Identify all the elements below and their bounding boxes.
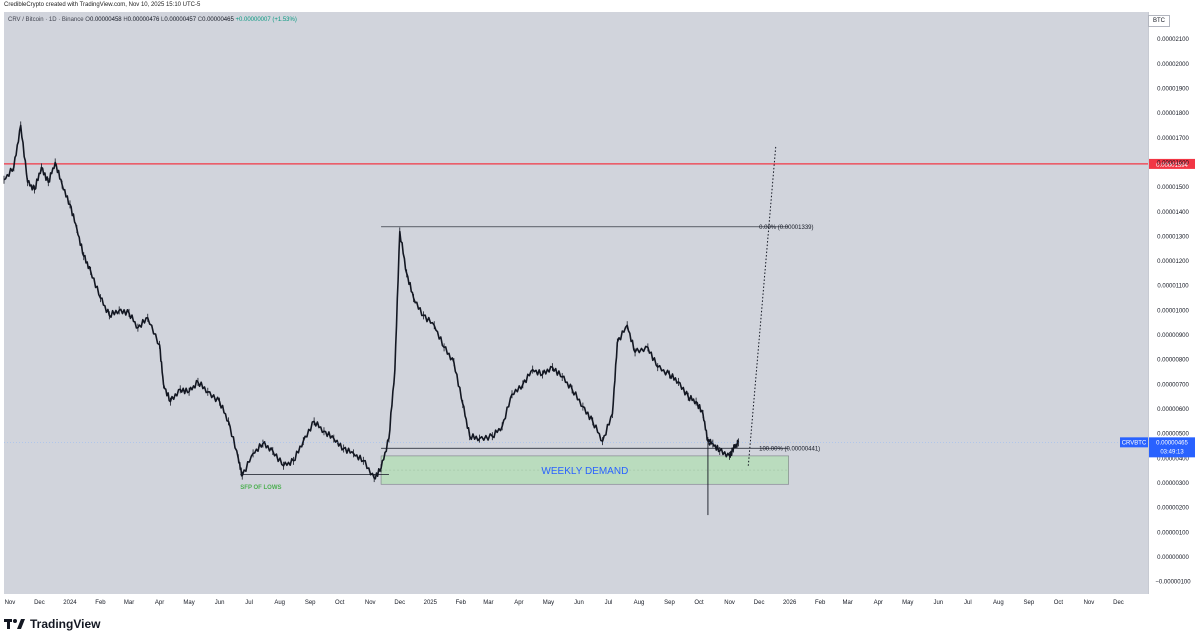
y-tick-label: 0.00001000	[1157, 308, 1189, 314]
x-tick-label: Jul	[605, 600, 613, 606]
time-scale[interactable]	[4, 594, 1148, 612]
tradingview-logo[interactable]: TradingView	[4, 616, 100, 632]
x-tick-label: Feb	[95, 600, 106, 606]
x-tick-label: Aug	[274, 600, 285, 606]
resistance-price-label: 0.00001594	[1156, 163, 1188, 169]
tradingview-logo-icon	[4, 619, 25, 629]
x-tick-label: Jun	[933, 600, 943, 606]
x-tick-label: Sep	[305, 600, 316, 606]
x-tick-label: Jul	[245, 600, 253, 606]
y-tick-label: 0.00001700	[1157, 136, 1189, 142]
x-tick-label: Nov	[5, 600, 16, 606]
x-tick-label: Dec	[754, 600, 765, 606]
y-tick-label: 0.00001300	[1157, 234, 1189, 240]
x-tick-label: Dec	[1113, 600, 1124, 606]
x-tick-label: Feb	[815, 600, 826, 606]
y-tick-label: 0.00001400	[1157, 210, 1189, 216]
x-tick-label: Jun	[574, 600, 584, 606]
y-tick-label: 0.00000900	[1157, 333, 1189, 339]
currency-badge[interactable]: BTC	[1148, 15, 1170, 27]
chart-pane[interactable]	[4, 12, 1148, 594]
legend-high: 0.00000476	[127, 17, 160, 23]
x-tick-label: 2026	[783, 600, 797, 606]
y-tick-label: −0.00000100	[1155, 580, 1191, 586]
y-tick-label: 0.00001200	[1157, 259, 1189, 265]
countdown-label: 03:49:13	[1160, 449, 1184, 455]
x-tick-label: Jun	[215, 600, 225, 606]
y-tick-label: 0.00001100	[1157, 284, 1189, 290]
legend-low: 0.00000457	[164, 17, 197, 23]
legend-symbol[interactable]: CRV / Bitcoin · 1D · Binance	[8, 17, 84, 23]
x-tick-label: Mar	[843, 600, 853, 606]
price-series-line	[3, 124, 740, 480]
x-tick-label: 2025	[424, 600, 438, 606]
author-credit: CredibleCrypto created with TradingView.…	[4, 2, 201, 8]
legend-open: 0.00000458	[89, 17, 122, 23]
y-tick-label: 0.00000800	[1157, 358, 1189, 364]
symbol-tag-label: CRVBTC	[1122, 440, 1147, 446]
x-tick-label: Aug	[993, 600, 1004, 606]
x-tick-label: Apr	[155, 600, 164, 606]
fib-label: 0.00% (0.00001339)	[759, 225, 813, 231]
demand-zone-label: WEEKLY DEMAND	[541, 466, 628, 477]
x-tick-label: Dec	[394, 600, 405, 606]
y-tick-label: 0.00000700	[1157, 382, 1189, 388]
y-tick-label: 0.00000200	[1157, 506, 1189, 512]
x-tick-label: Oct	[335, 600, 345, 606]
legend-open-label: O	[85, 17, 90, 23]
x-tick-label: 2024	[63, 600, 77, 606]
x-tick-label: Nov	[724, 600, 735, 606]
fib-label: 100.00% (0.00000441)	[759, 446, 820, 452]
tradingview-logo-text: TradingView	[30, 617, 101, 631]
x-tick-label: Oct	[694, 600, 704, 606]
current-price-label: 0.00000465	[1156, 440, 1188, 446]
top-bar: CredibleCrypto created with TradingView.…	[0, 0, 1200, 12]
x-tick-label: Mar	[483, 600, 493, 606]
y-tick-label: 0.00001900	[1157, 86, 1189, 92]
x-tick-label: Sep	[1024, 600, 1035, 606]
legend-low-label: L	[161, 17, 165, 23]
price-scale[interactable]	[1148, 12, 1196, 594]
y-tick-label: 0.00001500	[1157, 185, 1189, 191]
x-tick-label: May	[183, 600, 194, 606]
x-tick-label: Feb	[456, 600, 467, 606]
x-tick-label: Nov	[1084, 600, 1095, 606]
x-tick-label: Mar	[124, 600, 134, 606]
sfp-label: SFP OF LOWS	[240, 485, 281, 491]
current-price-tag	[1149, 437, 1195, 458]
y-tick-label: 0.00000500	[1157, 432, 1189, 438]
resistance-price-tag	[1149, 158, 1195, 169]
y-tick-label: 0.00000100	[1157, 530, 1189, 536]
y-tick-label: 0.00000000	[1157, 555, 1189, 561]
x-tick-label: Nov	[365, 600, 376, 606]
x-tick-label: Apr	[874, 600, 883, 606]
y-tick-label: 0.00001600	[1157, 160, 1189, 166]
legend-close-label: C	[197, 17, 203, 23]
y-tick-label: 0.00002100	[1157, 37, 1189, 43]
x-tick-label: Apr	[514, 600, 523, 606]
y-tick-label: 0.00000300	[1157, 481, 1189, 487]
x-tick-label: Dec	[34, 600, 45, 606]
y-tick-label: 0.00001800	[1157, 111, 1189, 117]
y-tick-label: 0.00000600	[1157, 407, 1189, 413]
x-tick-label: Oct	[1054, 600, 1064, 606]
y-tick-label: 0.00000400	[1157, 456, 1189, 462]
symbol-tag	[1120, 437, 1148, 448]
x-tick-label: Aug	[634, 600, 645, 606]
y-tick-label: 0.00002000	[1157, 62, 1189, 68]
legend-close: 0.00000465	[202, 17, 234, 23]
x-tick-label: May	[902, 600, 913, 606]
x-tick-label: May	[543, 600, 554, 606]
legend-change: +0.00000007 (+1.53%)	[235, 17, 297, 23]
symbol-legend: CRV / Bitcoin · 1D · Binance O0.00000458…	[8, 17, 297, 23]
projection-dotted-line	[747, 145, 777, 466]
x-tick-label: Jul	[964, 600, 972, 606]
x-tick-label: Sep	[664, 600, 675, 606]
legend-high-label: H	[123, 17, 128, 23]
